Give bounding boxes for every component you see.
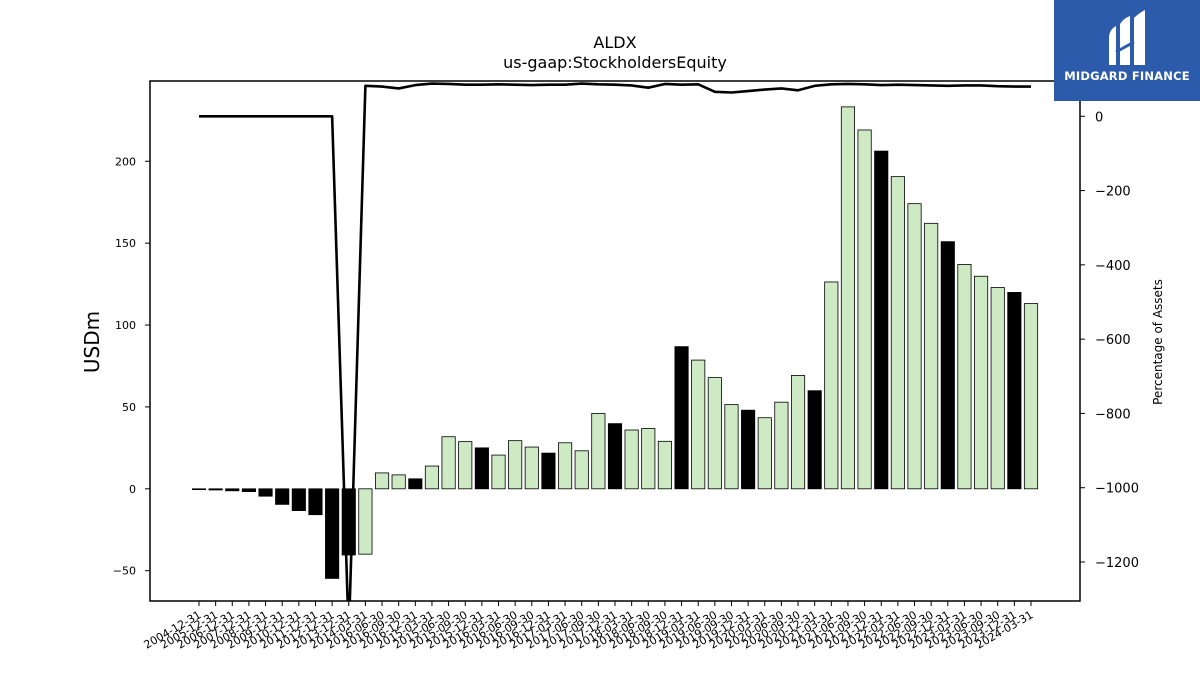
bar (974, 275, 989, 490)
bar (308, 488, 323, 516)
y2-tick-label: −1200 (1095, 556, 1139, 571)
bar (558, 442, 573, 490)
bar (574, 450, 589, 490)
bar (940, 241, 955, 490)
bar (591, 413, 606, 490)
bars-layer (191, 106, 1039, 579)
bar (757, 417, 772, 490)
bar (807, 390, 822, 490)
bar (990, 287, 1005, 490)
y-tick-label: 150 (115, 237, 136, 250)
bar (541, 452, 556, 490)
x-axis: 2004-12-312005-12-312006-12-312007-12-31… (142, 601, 1036, 652)
bar (208, 488, 223, 491)
bar (874, 150, 889, 490)
bar (824, 281, 839, 490)
bar (374, 472, 390, 490)
y2-tick-label: −1000 (1095, 482, 1139, 497)
bar (657, 440, 672, 490)
midgard-logo-icon (1109, 10, 1145, 65)
bar (840, 106, 856, 490)
bar (741, 409, 756, 490)
chart-subtitle: us-gaap:StockholdersEquity (503, 53, 727, 72)
bar (474, 447, 489, 490)
bar (391, 474, 406, 490)
bar (508, 440, 523, 490)
chart-title: ALDX (593, 33, 636, 52)
bar (691, 359, 706, 490)
bar (624, 429, 639, 490)
bar (957, 264, 972, 490)
percentage-line-layer (199, 82, 1031, 601)
bar (408, 478, 423, 490)
bar (790, 375, 806, 490)
bar (424, 465, 440, 490)
plot-frame (149, 80, 1081, 602)
bar (358, 488, 373, 555)
y2-tick-label: −200 (1095, 185, 1131, 200)
percentage-of-assets-line (199, 82, 1031, 601)
bar (458, 441, 473, 490)
bar (1023, 303, 1039, 490)
bar (241, 488, 256, 492)
bar (774, 401, 789, 490)
bar (491, 454, 506, 490)
y-tick-label: 100 (115, 319, 136, 332)
bar (857, 129, 872, 490)
y-tick-label: −50 (113, 565, 136, 578)
y2-tick-label: −800 (1095, 407, 1131, 422)
bar (674, 346, 689, 490)
left-axis: −50 0 50 100 150 200 (113, 155, 150, 578)
y2-tick-label: 0 (1095, 110, 1103, 125)
y2-axis-label: Percentage of Assets (1151, 279, 1165, 405)
y-tick-label: 200 (115, 155, 136, 168)
bar (275, 488, 290, 505)
bar (291, 488, 306, 511)
bar (924, 222, 939, 490)
bar (225, 488, 240, 492)
bar (325, 488, 340, 579)
y2-tick-label: −600 (1095, 333, 1131, 348)
bar (524, 446, 539, 490)
bar (907, 203, 922, 490)
bar (641, 428, 656, 490)
right-axis: −1200 −1000 −800 −600 −400 −200 0 (1080, 110, 1139, 571)
bar (607, 423, 623, 490)
bar (441, 436, 456, 490)
y-tick-label: 50 (122, 401, 136, 414)
bar (191, 488, 207, 491)
bar (707, 377, 722, 490)
bar (258, 488, 273, 497)
y-tick-label: 0 (129, 483, 136, 496)
y-axis-label: USDm (80, 311, 104, 373)
bar (890, 176, 905, 490)
bar (1007, 292, 1022, 490)
brand-name: MIDGARD FINANCE (1064, 69, 1190, 83)
bar (724, 404, 739, 490)
y2-tick-label: −400 (1095, 259, 1131, 274)
brand-logo: MIDGARD FINANCE (1054, 0, 1200, 101)
